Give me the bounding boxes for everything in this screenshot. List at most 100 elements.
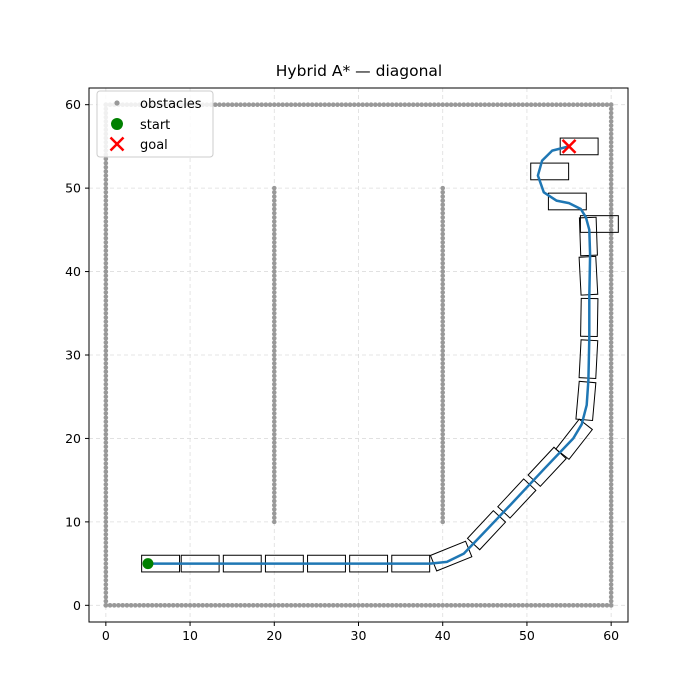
obstacle-point <box>103 369 109 374</box>
obstacle-point <box>103 265 109 270</box>
obstacle-point <box>440 198 446 203</box>
obstacle-point <box>431 102 437 107</box>
obstacle-point <box>549 102 555 107</box>
obstacle-point <box>440 394 446 400</box>
obstacle-point <box>175 603 180 608</box>
obstacle-point <box>608 498 614 504</box>
obstacle-point <box>604 102 610 107</box>
obstacle-point <box>288 603 294 608</box>
obstacle-point <box>608 210 614 216</box>
obstacle-point <box>533 603 538 608</box>
obstacle-point <box>368 603 374 608</box>
obstacle-point <box>608 185 614 191</box>
obstacle-point <box>440 603 446 608</box>
obstacle-point <box>271 448 277 454</box>
obstacle-point <box>596 603 601 608</box>
obstacle-point <box>242 603 248 608</box>
obstacle-point <box>103 298 109 304</box>
obstacle-point <box>204 603 210 608</box>
obstacle-point <box>592 603 597 608</box>
obstacle-point <box>608 590 614 596</box>
obstacle-point <box>179 603 184 608</box>
obstacle-point <box>608 344 614 349</box>
obstacle-point <box>103 194 109 199</box>
obstacle-point <box>339 102 344 107</box>
obstacle-point <box>162 603 168 608</box>
obstacle-point <box>583 102 589 107</box>
obstacle-point <box>271 386 277 391</box>
obstacle-point <box>461 102 467 107</box>
obstacle-point <box>592 102 597 107</box>
obstacle-point <box>103 448 109 454</box>
obstacle-point <box>440 498 446 504</box>
markers-layer <box>142 139 577 570</box>
legend-box <box>96 90 214 158</box>
obstacle-point <box>453 603 458 608</box>
obstacle-point <box>103 386 109 391</box>
obstacle-point <box>608 277 614 283</box>
obstacle-point <box>330 603 336 608</box>
obstacle-point <box>587 102 593 107</box>
obstacle-point <box>271 285 277 291</box>
obstacle-point <box>326 603 332 608</box>
obstacle-point <box>271 223 277 228</box>
obstacle-point <box>608 160 614 166</box>
obstacle-point <box>608 465 614 470</box>
obstacle-point <box>347 603 353 608</box>
obstacle-point <box>103 423 109 429</box>
obstacle-point <box>103 594 109 600</box>
obstacle-point <box>398 603 403 608</box>
obstacle-point <box>503 603 509 608</box>
obstacle-point <box>562 102 568 107</box>
obstacle-point <box>608 519 614 525</box>
obstacle-point <box>103 169 109 174</box>
obstacle-point <box>271 406 277 412</box>
obstacle-point <box>608 486 614 491</box>
obstacle-point <box>608 294 614 299</box>
obstacle-point <box>271 215 277 220</box>
obstacle-point <box>271 269 277 274</box>
obstacle-point <box>608 477 614 483</box>
obstacle-point <box>608 436 614 441</box>
obstacle-point <box>271 394 277 400</box>
obstacle-point <box>406 102 412 107</box>
obstacle-point <box>490 603 496 608</box>
obstacle-point <box>271 319 277 324</box>
obstacle-point <box>103 494 109 500</box>
obstacle-point <box>579 603 584 608</box>
y-tick-label: 0 <box>73 598 81 613</box>
obstacle-point <box>103 281 109 287</box>
obstacle-point <box>398 102 403 107</box>
obstacle-point <box>516 102 521 107</box>
obstacle-point <box>608 456 614 462</box>
obstacle-point <box>267 102 273 107</box>
obstacle-point <box>608 123 614 128</box>
obstacle-point <box>137 603 142 608</box>
y-tick-label: 60 <box>65 97 81 112</box>
y-tick-label: 50 <box>65 181 81 196</box>
obstacle-point <box>103 477 109 483</box>
obstacle-point <box>440 406 446 412</box>
obstacle-point <box>545 603 551 608</box>
obstacle-point <box>103 427 109 433</box>
obstacle-point <box>608 198 614 203</box>
obstacle-point <box>608 582 614 587</box>
goal-marker <box>561 139 577 154</box>
obstacle-point <box>271 256 277 262</box>
obstacle-point <box>608 365 614 370</box>
obstacle-point <box>103 469 109 475</box>
obstacle-point <box>170 603 176 608</box>
obstacle-point <box>271 402 277 408</box>
obstacle-point <box>465 603 471 608</box>
obstacle-point <box>608 490 614 495</box>
path-layer <box>146 145 592 565</box>
obstacle-point <box>259 102 264 107</box>
obstacle-point <box>608 415 614 420</box>
obstacle-point <box>343 603 349 608</box>
obstacle-point <box>440 277 446 283</box>
obstacle-point <box>255 102 260 107</box>
obstacle-point <box>103 231 109 237</box>
obstacle-point <box>440 290 446 295</box>
obstacle-point <box>608 377 614 383</box>
obstacle-point <box>440 511 446 516</box>
